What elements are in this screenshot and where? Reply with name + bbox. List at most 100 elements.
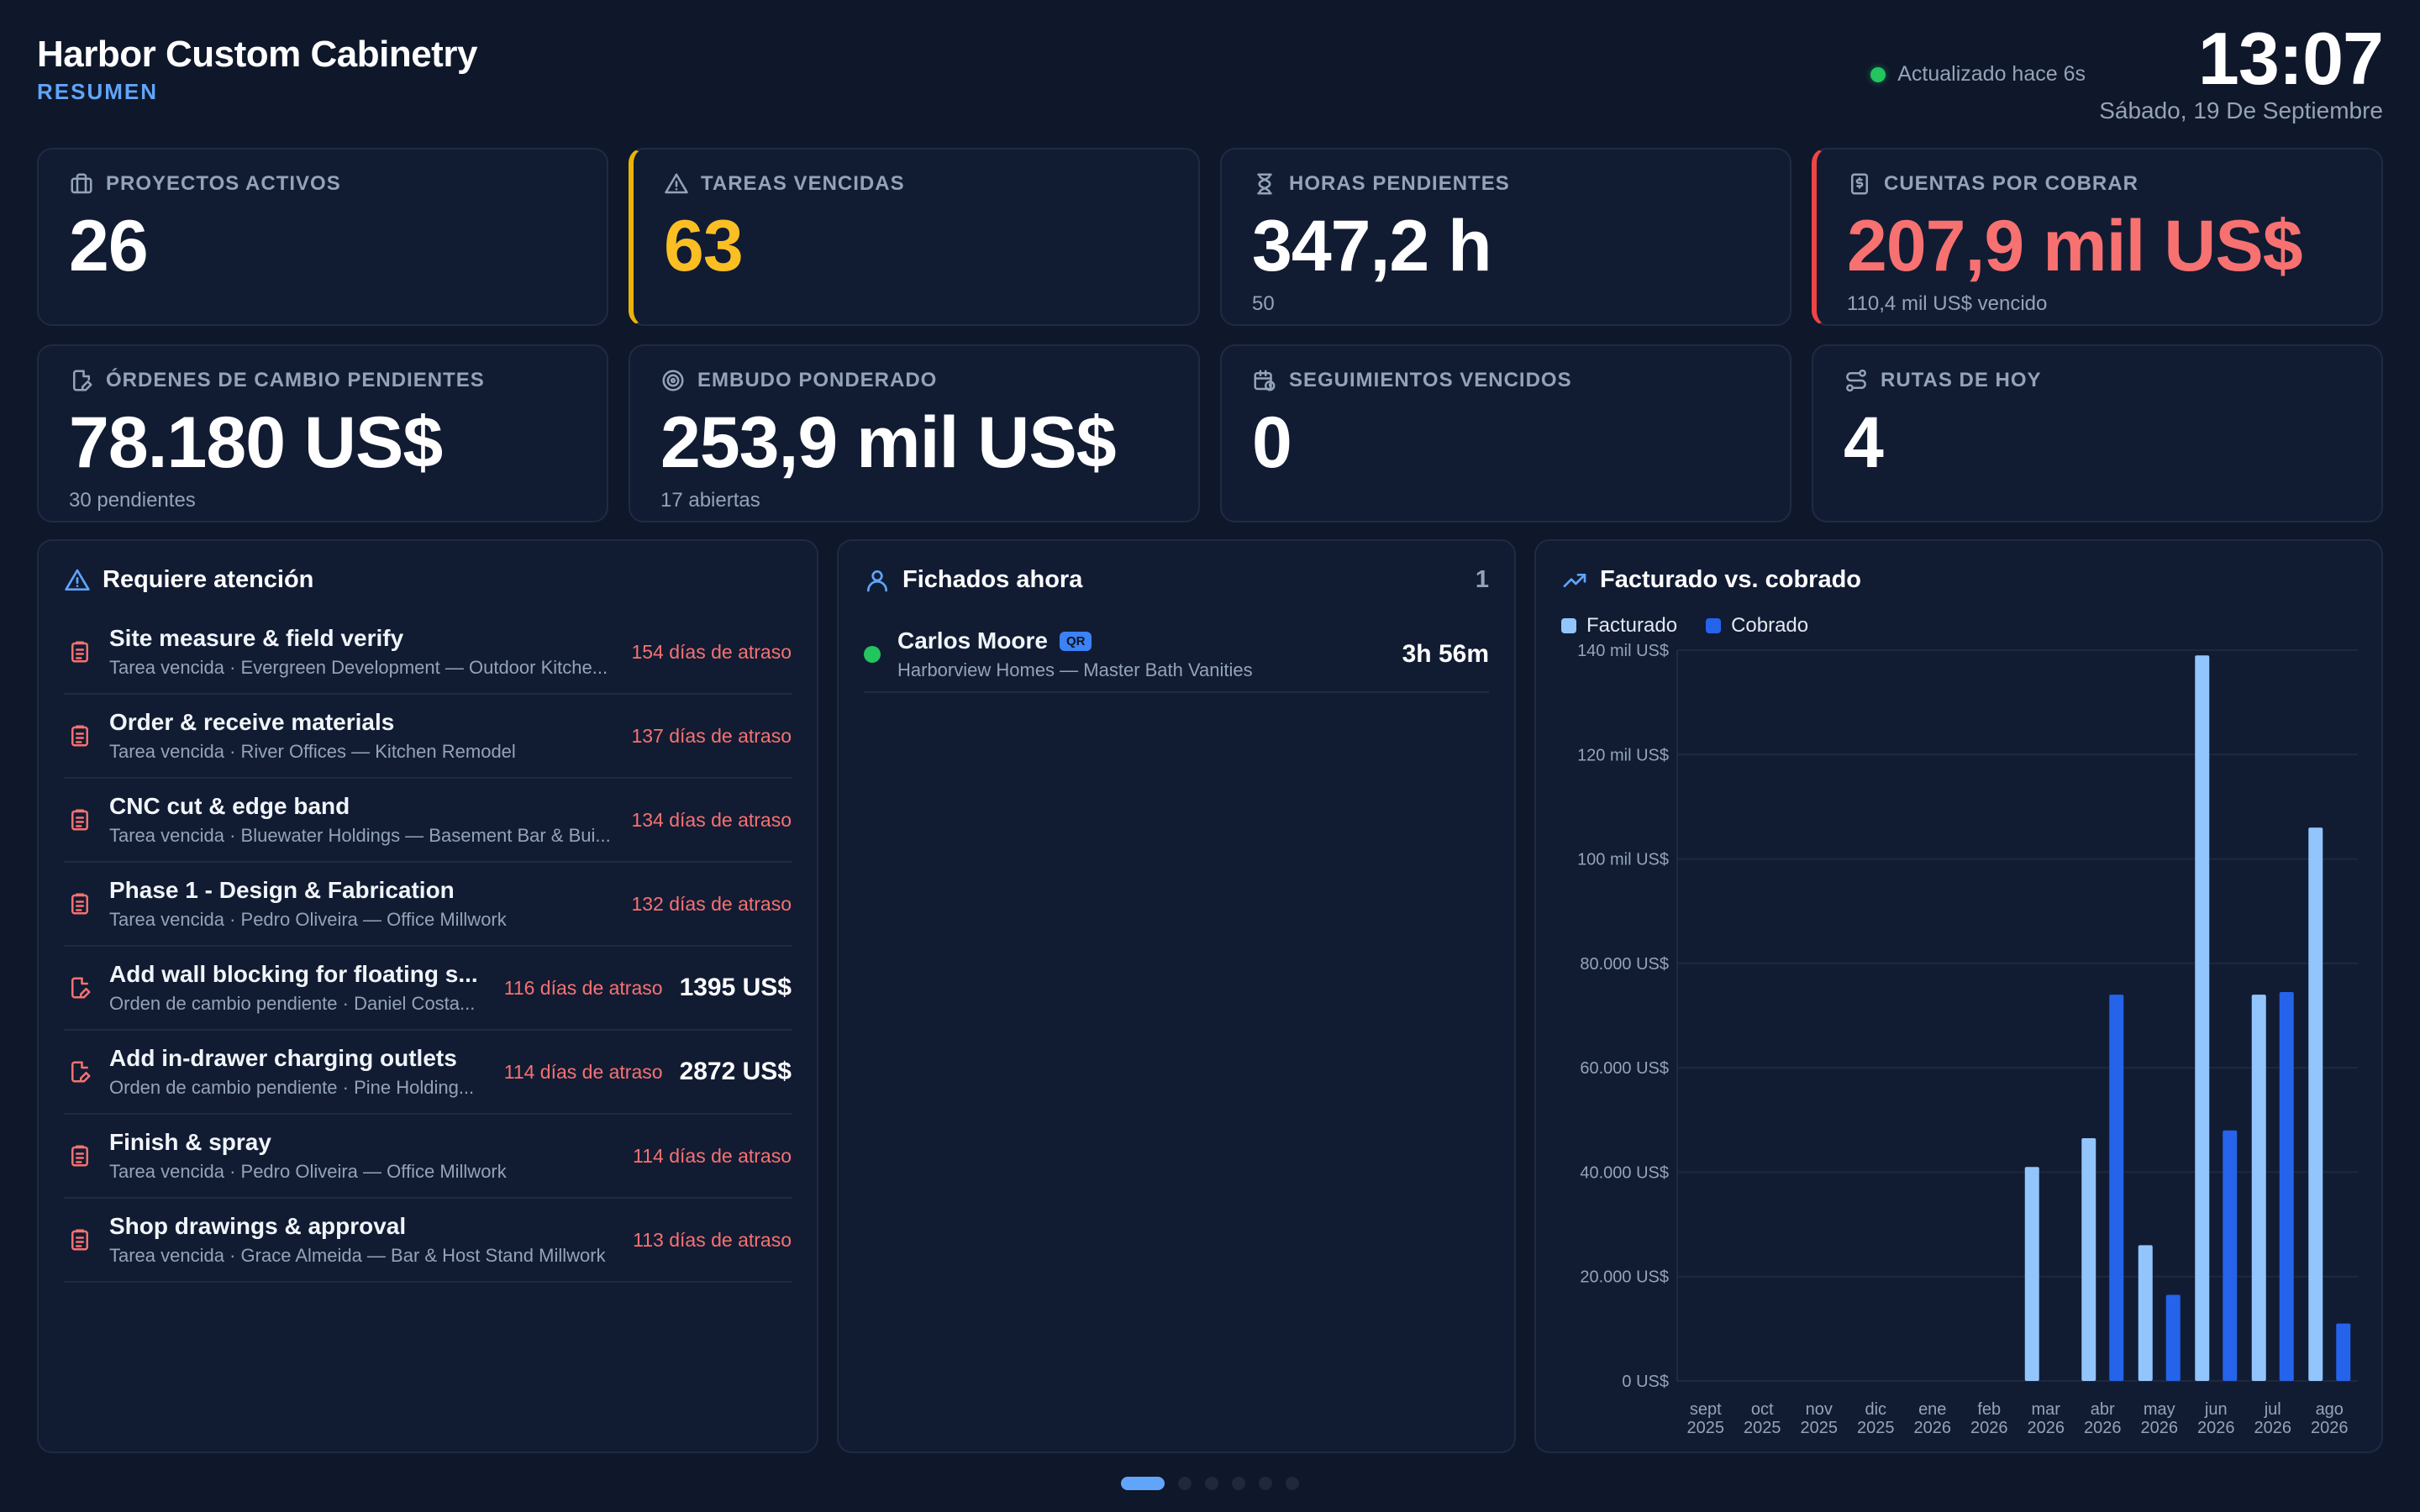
attention-item-title: Phase 1 - Design & Fabrication: [109, 877, 616, 904]
kpi-label-text: ÓRDENES DE CAMBIO PENDIENTES: [106, 369, 485, 392]
attention-item-subtitle: Tarea vencida · Bluewater Holdings — Bas…: [109, 825, 616, 847]
kpi-label-text: CUENTAS POR COBRAR: [1884, 172, 2139, 196]
x-tick-label-year: 2026: [2197, 1419, 2235, 1437]
kpi-value: 78.180 US$: [69, 407, 576, 479]
x-tick-label-year: 2025: [1687, 1419, 1725, 1437]
legend-item-facturado[interactable]: Facturado: [1561, 614, 1677, 638]
kpi-label-text: PROYECTOS ACTIVOS: [106, 172, 341, 196]
attention-item-subtitle: Tarea vencida · River Offices — Kitchen …: [109, 741, 616, 763]
attention-item-title: CNC cut & edge band: [109, 793, 616, 820]
x-tick-label-year: 2026: [2254, 1419, 2292, 1437]
kpi-card-overdue-followups[interactable]: SEGUIMIENTOS VENCIDOS 0: [1220, 344, 1791, 522]
x-tick-label: nov: [1806, 1400, 1833, 1419]
kpi-label: SEGUIMIENTOS VENCIDOS: [1252, 368, 1760, 393]
kpi-label-text: EMBUDO PONDERADO: [697, 369, 937, 392]
kpi-card-overdue-tasks[interactable]: TAREAS VENCIDAS 63: [629, 148, 1200, 326]
bar-facturado: [2139, 1245, 2153, 1381]
kpi-card-receivables[interactable]: CUENTAS POR COBRAR 207,9 mil US$ 110,4 m…: [1812, 148, 2383, 326]
bar-cobrado: [2166, 1294, 2181, 1381]
attention-item-subtitle: Tarea vencida · Evergreen Development — …: [109, 657, 616, 679]
update-status-text: Actualizado hace 6s: [1897, 62, 2086, 87]
attention-item[interactable]: CNC cut & edge band Tarea vencida · Bluew…: [64, 779, 792, 863]
attention-item-title: Order & receive materials: [109, 709, 616, 736]
billing-chart: 0 US$20.000 US$40.000 US$60.000 US$80.00…: [1536, 541, 2383, 1453]
page-dot[interactable]: [1232, 1477, 1245, 1490]
header: Harbor Custom Cabinetry RESUMEN Actualiz…: [37, 34, 2383, 134]
days-late: 132 días de atraso: [631, 893, 792, 916]
file-edit-icon: [67, 975, 92, 1000]
page-dot[interactable]: [1259, 1477, 1272, 1490]
attention-item-text: Add in-drawer charging outlets Orden de c…: [109, 1045, 489, 1099]
attention-item-title: Finish & spray: [109, 1129, 618, 1156]
kpi-card-active-projects[interactable]: PROYECTOS ACTIVOS 26: [37, 148, 608, 326]
attention-item-text: Site measure & field verify Tarea vencida…: [109, 625, 616, 679]
kpi-label: EMBUDO PONDERADO: [660, 368, 1168, 393]
kpi-value: 0: [1252, 407, 1760, 479]
y-tick-label: 60.000 US$: [1580, 1059, 1669, 1078]
panel-header: Requiere atención: [39, 541, 817, 594]
kpi-card-routes-today[interactable]: RUTAS DE HOY 4: [1812, 344, 2383, 522]
x-tick-label: jun: [2204, 1400, 2228, 1419]
change-order-amount: 1395 US$: [680, 974, 792, 1002]
days-late: 114 días de atraso: [504, 1061, 663, 1084]
attention-item[interactable]: Phase 1 - Design & Fabrication Tarea venc…: [64, 863, 792, 947]
attention-item[interactable]: Site measure & field verify Tarea vencida…: [64, 611, 792, 695]
attention-item-text: Order & receive materials Tarea vencida ·…: [109, 709, 616, 763]
y-tick-label: 100 mil US$: [1577, 851, 1669, 869]
clock-time: 13:07: [2198, 22, 2383, 96]
alert-triangle-icon: [64, 567, 91, 594]
clipboard-icon: [67, 807, 92, 832]
kpi-card-weighted-pipeline[interactable]: EMBUDO PONDERADO 253,9 mil US$ 17 abiert…: [629, 344, 1200, 522]
bar-facturado: [2025, 1167, 2039, 1381]
legend-item-cobrado[interactable]: Cobrado: [1706, 614, 1808, 638]
panel-title: Fichados ahora: [902, 566, 1082, 594]
kpi-grid: PROYECTOS ACTIVOS 26 TAREAS VENCIDAS 63 …: [37, 148, 2383, 522]
clocked-row[interactable]: Carlos Moore QR Harborview Homes — Maste…: [864, 617, 1489, 693]
employee-name: Carlos Moore QR: [897, 627, 1253, 654]
calendar-clock-icon: [1252, 368, 1277, 393]
attention-item[interactable]: Finish & spray Tarea vencida · Pedro Oliv…: [64, 1115, 792, 1199]
x-tick-label-year: 2025: [1744, 1419, 1781, 1437]
attention-item-title: Add wall blocking for floating s...: [109, 961, 489, 988]
kpi-card-change-orders[interactable]: ÓRDENES DE CAMBIO PENDIENTES 78.180 US$ …: [37, 344, 608, 522]
clock-date: Sábado, 19 De Septiembre: [2099, 97, 2383, 124]
trending-up-icon: [1561, 567, 1588, 594]
page-dot[interactable]: [1121, 1477, 1165, 1490]
attention-item[interactable]: Shop drawings & approval Tarea vencida · …: [64, 1199, 792, 1283]
attention-item-subtitle: Tarea vencida · Pedro Oliveira — Office …: [109, 909, 616, 931]
kpi-sub: 50: [1252, 292, 1760, 316]
page-indicator: [0, 1477, 2420, 1490]
attention-item[interactable]: Add in-drawer charging outlets Orden de c…: [64, 1031, 792, 1115]
clipboard-icon: [67, 639, 92, 664]
kpi-label: ÓRDENES DE CAMBIO PENDIENTES: [69, 368, 576, 393]
x-tick-label: may: [2144, 1400, 2175, 1419]
bar-facturado: [2195, 655, 2209, 1381]
y-tick-label: 80.000 US$: [1580, 955, 1669, 974]
page-dot[interactable]: [1178, 1477, 1192, 1490]
attention-panel: Requiere atención Site measure & field v…: [37, 539, 818, 1453]
change-order-amount: 2872 US$: [680, 1058, 792, 1086]
clocked-in-panel: Fichados ahora 1 Carlos Moore QR Harborv…: [837, 539, 1516, 1453]
kpi-label: CUENTAS POR COBRAR: [1847, 171, 2351, 197]
kpi-value: 207,9 mil US$: [1847, 210, 2351, 282]
page-dot[interactable]: [1286, 1477, 1299, 1490]
page-dot[interactable]: [1205, 1477, 1218, 1490]
attention-list: Site measure & field verify Tarea vencida…: [64, 611, 792, 1283]
days-late: 137 días de atraso: [631, 725, 792, 748]
x-tick-label: jul: [2264, 1400, 2281, 1419]
alert-triangle-icon: [664, 171, 689, 197]
bar-facturado: [2308, 827, 2323, 1381]
hourglass-icon: [1252, 171, 1277, 197]
clipboard-icon: [67, 1143, 92, 1168]
y-tick-label: 0 US$: [1622, 1373, 1669, 1391]
days-late: 113 días de atraso: [633, 1229, 792, 1252]
kpi-card-pending-hours[interactable]: HORAS PENDIENTES 347,2 h 50: [1220, 148, 1791, 326]
attention-item[interactable]: Order & receive materials Tarea vencida ·…: [64, 695, 792, 779]
file-edit-icon: [69, 368, 94, 393]
kpi-label: RUTAS DE HOY: [1844, 368, 2351, 393]
days-late: 134 días de atraso: [631, 809, 792, 832]
attention-item[interactable]: Add wall blocking for floating s... Orden…: [64, 947, 792, 1031]
x-tick-label-year: 2026: [2141, 1419, 2179, 1437]
attention-item-title: Shop drawings & approval: [109, 1213, 618, 1240]
x-tick-label: dic: [1865, 1400, 1886, 1419]
